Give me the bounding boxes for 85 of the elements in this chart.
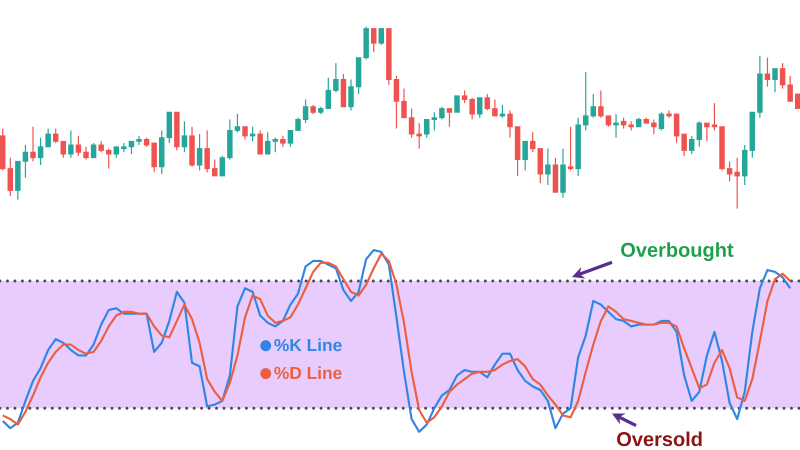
candlestick bbox=[772, 68, 778, 93]
candlestick bbox=[787, 75, 793, 102]
candlestick bbox=[264, 132, 270, 155]
candlestick bbox=[257, 130, 263, 155]
candlestick bbox=[651, 118, 657, 135]
candlestick bbox=[522, 140, 528, 172]
candlestick bbox=[204, 130, 210, 173]
candlestick bbox=[121, 142, 127, 153]
candlestick bbox=[408, 108, 414, 138]
candlestick bbox=[151, 142, 157, 173]
candlestick bbox=[628, 120, 634, 132]
candlestick bbox=[492, 98, 498, 116]
candlestick bbox=[764, 57, 770, 88]
candlestick bbox=[106, 148, 112, 170]
candlestick bbox=[370, 28, 376, 53]
candlestick bbox=[234, 113, 240, 133]
candlestick bbox=[22, 144, 28, 178]
candlestick bbox=[280, 135, 286, 148]
candlestick bbox=[439, 106, 445, 120]
candlestick bbox=[98, 140, 104, 153]
candlestick bbox=[326, 77, 332, 110]
candlestick bbox=[38, 137, 44, 166]
candlestick bbox=[432, 112, 438, 132]
candlestick bbox=[712, 102, 718, 132]
candlestick bbox=[182, 120, 188, 153]
candlestick bbox=[568, 126, 574, 172]
ref-line-label: Overbought bbox=[621, 242, 734, 262]
candlestick bbox=[674, 113, 680, 144]
candlestick bbox=[606, 115, 612, 128]
candlestick bbox=[242, 126, 248, 140]
candlestick bbox=[688, 135, 694, 155]
ref-line-label: Oversold bbox=[617, 432, 702, 446]
candlestick bbox=[378, 28, 384, 46]
candlestick bbox=[250, 126, 256, 142]
legend-label: %K Line bbox=[274, 338, 342, 352]
candlestick bbox=[60, 140, 66, 158]
candlestick bbox=[507, 110, 513, 138]
candlestick bbox=[128, 140, 134, 155]
candlestick bbox=[401, 88, 407, 118]
candlestick bbox=[598, 90, 604, 118]
candlestick bbox=[348, 78, 354, 112]
candlestick bbox=[212, 158, 218, 176]
candlestick bbox=[704, 122, 710, 142]
candlestick bbox=[272, 137, 278, 153]
candlestick bbox=[794, 94, 800, 110]
candlestick bbox=[310, 104, 316, 115]
candlestick bbox=[52, 128, 58, 144]
candlestick bbox=[446, 108, 452, 128]
candlestick bbox=[462, 90, 468, 104]
candlestick bbox=[45, 128, 51, 148]
candlestick bbox=[476, 97, 482, 118]
candlestick bbox=[144, 137, 150, 148]
legend-label: %D Line bbox=[274, 366, 342, 380]
candlestick bbox=[394, 75, 400, 130]
candlestick bbox=[76, 135, 82, 156]
candlestick bbox=[613, 113, 619, 138]
candlestick bbox=[734, 157, 740, 210]
candlestick bbox=[424, 118, 430, 138]
candlestick bbox=[136, 135, 142, 146]
candlestick bbox=[90, 142, 96, 158]
candlestick bbox=[582, 72, 588, 132]
candlestick bbox=[636, 117, 642, 128]
candlestick bbox=[726, 160, 732, 182]
candlestick bbox=[295, 117, 301, 132]
candlestick bbox=[590, 93, 596, 118]
candlestick bbox=[620, 117, 626, 130]
candlestick bbox=[545, 148, 551, 186]
candlestick bbox=[681, 133, 687, 156]
candlestick bbox=[114, 146, 120, 158]
candlestick bbox=[696, 120, 702, 148]
candlestick bbox=[302, 98, 308, 124]
candlestick bbox=[68, 130, 74, 158]
candlestick bbox=[658, 112, 664, 132]
candlestick bbox=[333, 62, 339, 93]
candlestick bbox=[469, 97, 475, 120]
candlestick bbox=[500, 104, 506, 118]
candlestick bbox=[196, 133, 202, 172]
candlestick bbox=[288, 130, 294, 148]
candlestick bbox=[220, 155, 226, 176]
candlestick bbox=[8, 157, 14, 196]
candlestick bbox=[454, 95, 460, 113]
candlestick bbox=[416, 122, 422, 150]
candlestick bbox=[484, 93, 490, 112]
candlestick bbox=[780, 62, 786, 90]
candlestick bbox=[530, 132, 536, 153]
